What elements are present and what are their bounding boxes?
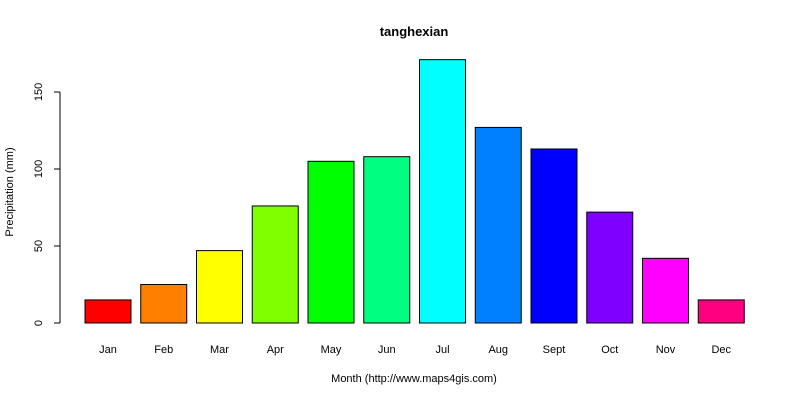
bar-mar — [196, 250, 243, 324]
x-tick-label-sept: Sept — [543, 344, 566, 356]
x-tick-label-jan: Jan — [99, 344, 117, 356]
chart-title: tanghexian — [380, 24, 449, 39]
x-tick-label-oct: Oct — [601, 344, 618, 356]
bar-sept — [530, 148, 578, 324]
x-tick-labels: Jan Feb Mar Apr May Jun Jul Aug Sept Oct Nov Dec — [99, 344, 731, 356]
y-tick-label: 50 — [33, 240, 45, 252]
x-tick-label-feb: Feb — [154, 344, 173, 356]
bar-jan — [84, 299, 132, 324]
x-tick-label-aug: Aug — [488, 344, 508, 356]
y-tick-label: 150 — [33, 83, 45, 101]
x-tick-label-jun: Jun — [378, 344, 396, 356]
x-tick-label-jul: Jul — [435, 344, 449, 356]
x-tick-label-dec: Dec — [711, 344, 731, 356]
bar-jul — [419, 59, 466, 324]
x-tick-label-apr: Apr — [267, 344, 284, 356]
x-tick-label-nov: Nov — [656, 344, 676, 356]
bar-jun — [363, 156, 411, 324]
y-axis-label: Precipitation (mm) — [4, 147, 16, 236]
x-tick-label-may: May — [321, 344, 342, 356]
bar-may — [307, 160, 355, 324]
bar-oct — [586, 211, 634, 324]
bar-aug — [474, 126, 522, 324]
y-tick-label: 100 — [33, 160, 45, 178]
x-tick-label-mar: Mar — [210, 344, 229, 356]
bar-nov — [642, 257, 689, 324]
x-axis-label: Month (http://www.maps4gis.com) — [331, 373, 497, 385]
bars-group — [84, 59, 745, 324]
y-tick-label: 0 — [33, 320, 45, 326]
bar-apr — [251, 205, 299, 324]
bar-dec — [697, 299, 745, 324]
y-axis: 0 50 100 150 — [33, 83, 61, 326]
bar-feb — [140, 284, 188, 324]
